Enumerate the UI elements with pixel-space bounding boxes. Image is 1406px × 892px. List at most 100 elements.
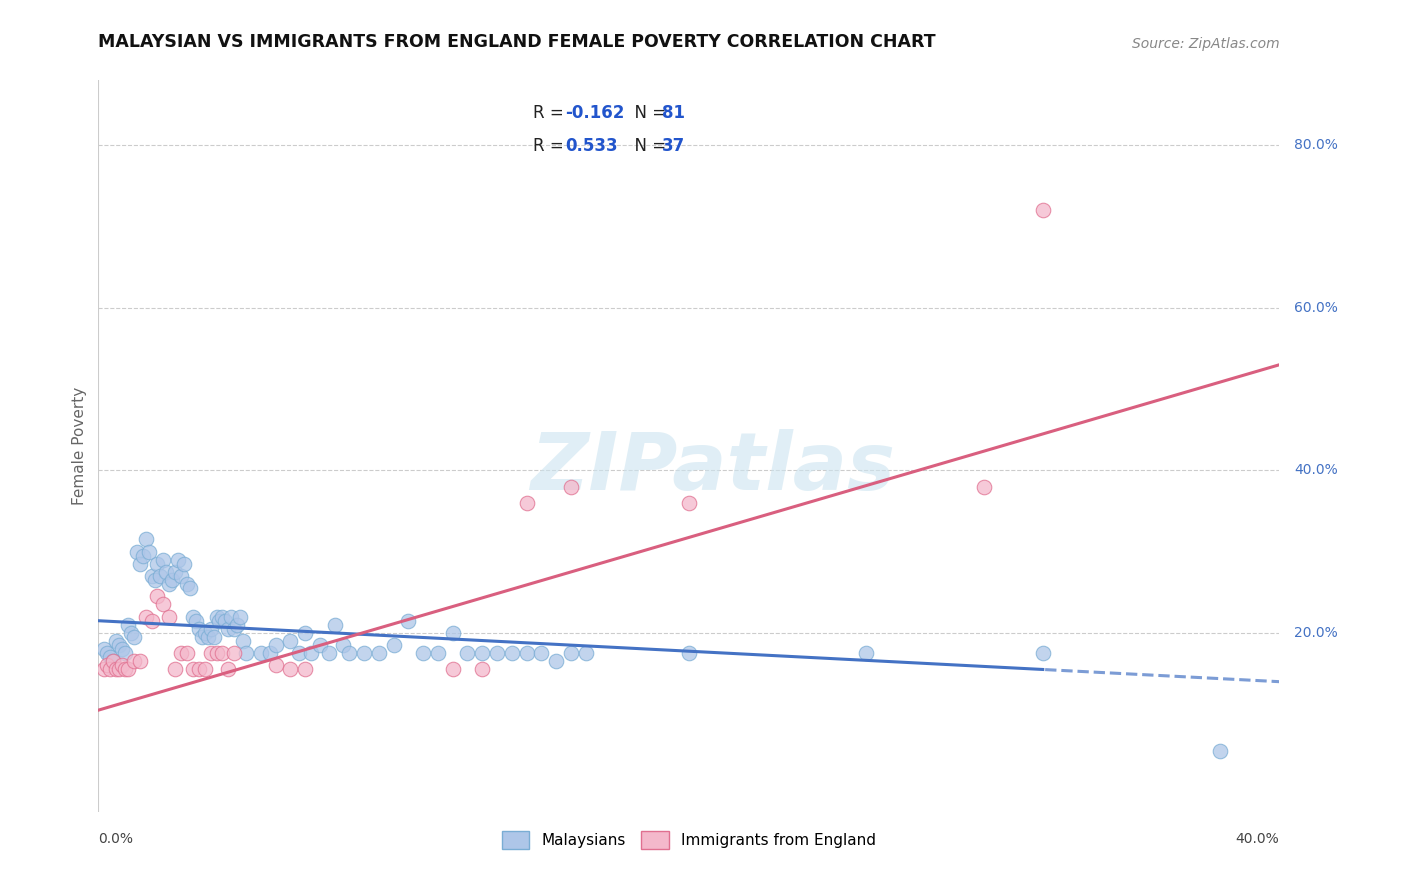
Point — [132, 549, 155, 563]
Point — [146, 557, 169, 571]
Text: N =: N = — [624, 104, 671, 122]
Point — [232, 634, 254, 648]
Point — [125, 544, 148, 558]
Point — [471, 663, 494, 677]
Point — [170, 646, 193, 660]
Point — [546, 654, 568, 668]
Point — [108, 638, 131, 652]
Point — [157, 577, 180, 591]
Text: N =: N = — [624, 137, 671, 155]
Point — [155, 565, 177, 579]
Point — [382, 638, 405, 652]
Point — [173, 557, 195, 571]
Point — [194, 663, 217, 677]
Point — [187, 622, 209, 636]
Point — [93, 642, 115, 657]
Point — [516, 496, 538, 510]
Point — [105, 663, 128, 677]
Point — [165, 663, 187, 677]
Point — [162, 573, 183, 587]
Point — [111, 642, 134, 657]
Point — [221, 609, 243, 624]
Point — [149, 569, 172, 583]
Point — [98, 650, 121, 665]
Point — [157, 609, 180, 624]
Point — [294, 663, 316, 677]
Point — [214, 614, 236, 628]
Text: 20.0%: 20.0% — [1295, 626, 1339, 640]
Point — [560, 480, 582, 494]
Point — [165, 565, 187, 579]
Point — [202, 630, 225, 644]
Point — [471, 646, 494, 660]
Point — [122, 654, 145, 668]
Point — [135, 609, 157, 624]
Legend: Malaysians, Immigrants from England: Malaysians, Immigrants from England — [496, 824, 882, 855]
Point — [98, 663, 121, 677]
Point — [427, 646, 450, 660]
Point — [575, 646, 598, 660]
Text: 0.0%: 0.0% — [98, 832, 134, 846]
Point — [103, 654, 125, 668]
Point — [501, 646, 523, 660]
Point — [1032, 203, 1054, 218]
Point — [398, 614, 420, 628]
Text: R =: R = — [533, 104, 569, 122]
Point — [211, 609, 233, 624]
Point — [318, 646, 340, 660]
Point — [224, 622, 246, 636]
Point — [208, 614, 231, 628]
Y-axis label: Female Poverty: Female Poverty — [72, 387, 87, 505]
Point — [332, 638, 354, 652]
Point — [96, 646, 118, 660]
Text: 0.533: 0.533 — [565, 137, 617, 155]
Text: 81: 81 — [662, 104, 685, 122]
Point — [114, 663, 136, 677]
Point — [250, 646, 273, 660]
Point — [678, 646, 700, 660]
Point — [353, 646, 375, 660]
Text: 80.0%: 80.0% — [1295, 138, 1339, 153]
Point — [264, 638, 287, 652]
Point — [339, 646, 361, 660]
Text: MALAYSIAN VS IMMIGRANTS FROM ENGLAND FEMALE POVERTY CORRELATION CHART: MALAYSIAN VS IMMIGRANTS FROM ENGLAND FEM… — [98, 33, 936, 51]
Point — [105, 634, 128, 648]
Text: 37: 37 — [662, 137, 685, 155]
Point — [1209, 744, 1232, 758]
Text: 40.0%: 40.0% — [1236, 832, 1279, 846]
Point — [205, 646, 228, 660]
Text: 60.0%: 60.0% — [1295, 301, 1339, 315]
Point — [516, 646, 538, 660]
Point — [128, 557, 150, 571]
Point — [152, 553, 174, 567]
Point — [184, 614, 207, 628]
Point — [194, 626, 217, 640]
Point — [117, 617, 139, 632]
Point — [93, 663, 115, 677]
Point — [200, 622, 222, 636]
Point — [441, 663, 464, 677]
Text: ZIPatlas: ZIPatlas — [530, 429, 896, 507]
Point — [117, 663, 139, 677]
Point — [678, 496, 700, 510]
Point — [128, 654, 150, 668]
Point — [143, 573, 166, 587]
Text: 40.0%: 40.0% — [1295, 463, 1339, 477]
Point — [181, 663, 204, 677]
Point — [146, 590, 169, 604]
Point — [294, 626, 316, 640]
Point — [235, 646, 257, 660]
Point — [323, 617, 346, 632]
Point — [229, 609, 252, 624]
Point — [120, 626, 142, 640]
Point — [176, 646, 198, 660]
Point — [855, 646, 877, 660]
Point — [560, 646, 582, 660]
Text: Source: ZipAtlas.com: Source: ZipAtlas.com — [1132, 37, 1279, 51]
Point — [96, 658, 118, 673]
Point — [288, 646, 311, 660]
Point — [135, 533, 157, 547]
Point — [200, 646, 222, 660]
Point — [114, 646, 136, 660]
Point — [217, 622, 239, 636]
